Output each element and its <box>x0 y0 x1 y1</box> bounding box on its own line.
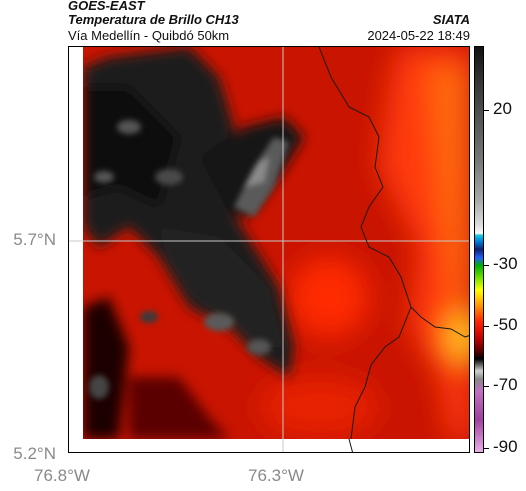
colorbar-tick <box>484 265 489 266</box>
temperature-colorbar <box>474 46 484 453</box>
satellite-name: GOES-EAST <box>68 0 145 13</box>
product-title: Temperatura de Brillo CH13 <box>68 12 239 27</box>
latitude-label-5-7: 5.7°N <box>13 230 56 249</box>
region-label: Vía Medellín - Quibdó 50km <box>68 28 230 43</box>
colorbar-label-minus-90: -90 <box>493 437 518 456</box>
longitude-label-76-8: 76.8°W <box>34 466 90 485</box>
timestamp-label: 2024-05-22 18:49 <box>367 28 470 43</box>
brightness-temperature-map <box>68 46 470 453</box>
colorbar-label-minus-70: -70 <box>493 375 518 394</box>
colorbar-label-20: 20 <box>493 99 512 118</box>
colorbar-tick <box>484 448 489 449</box>
colorbar-tick <box>484 326 489 327</box>
colorbar-label-minus-30: -30 <box>493 254 518 273</box>
longitude-label-76-3: 76.3°W <box>248 466 304 485</box>
colorbar-tick <box>484 386 489 387</box>
colorbar-label-minus-50: -50 <box>493 315 518 334</box>
colorbar-tick <box>484 110 489 111</box>
latitude-label-5-2: 5.2°N <box>13 444 56 463</box>
organization-label: SIATA <box>432 12 470 27</box>
